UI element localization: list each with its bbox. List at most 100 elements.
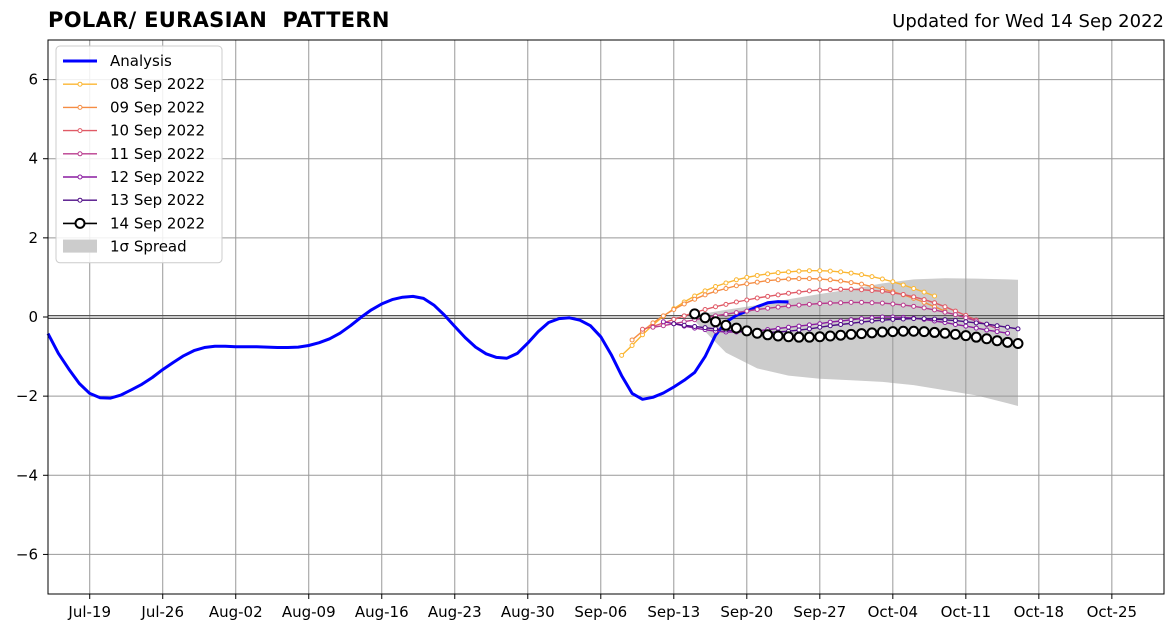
- forecast-point: [848, 286, 854, 292]
- x-tick-label: Jul-26: [140, 603, 184, 621]
- forecast-point: [1015, 326, 1021, 332]
- forecast-point: [765, 278, 771, 284]
- forecast-point: [806, 326, 812, 332]
- forecast-point: [796, 276, 802, 282]
- forecast-point: [710, 316, 722, 328]
- x-tick-label: Oct-04: [868, 603, 918, 621]
- forecast-point: [932, 293, 938, 299]
- forecast-point: [963, 319, 969, 325]
- legend-label: 08 Sep 2022: [110, 75, 205, 93]
- forecast-point: [754, 272, 760, 278]
- forecast-point: [775, 277, 781, 283]
- forecast-point: [994, 323, 1000, 329]
- forecast-point: [911, 316, 917, 322]
- forecast-point: [671, 316, 677, 322]
- forecast-point: [671, 321, 677, 327]
- forecast-point: [887, 326, 899, 338]
- x-tick-label: Oct-18: [1014, 603, 1064, 621]
- forecast-point: [733, 299, 739, 305]
- forecast-point: [741, 325, 753, 337]
- forecast-point: [681, 313, 687, 319]
- forecast-point: [835, 329, 847, 341]
- forecast-point: [900, 282, 906, 288]
- legend-label: 10 Sep 2022: [110, 122, 205, 140]
- forecast-point: [744, 274, 750, 280]
- forecast-point: [900, 316, 906, 322]
- forecast-point: [942, 309, 948, 315]
- forecast-point: [911, 286, 917, 292]
- chart-title: POLAR/ EURASIAN PATTERN: [48, 8, 390, 32]
- forecast-point: [921, 289, 927, 295]
- forecast-point: [713, 304, 719, 310]
- forecast-point: [713, 288, 719, 294]
- forecast-point: [827, 323, 833, 329]
- forecast-point: [908, 325, 920, 337]
- forecast-point: [786, 276, 792, 282]
- forecast-point: [786, 290, 792, 296]
- x-tick-label: Oct-11: [941, 603, 991, 621]
- forecast-point: [952, 312, 958, 318]
- forecast-point: [890, 316, 896, 322]
- forecast-point: [817, 324, 823, 330]
- forecast-point: [859, 299, 865, 305]
- forecast-point: [817, 276, 823, 282]
- forecast-point: [827, 268, 833, 274]
- forecast-point: [890, 290, 896, 296]
- forecast-point: [733, 283, 739, 289]
- forecast-point: [991, 335, 1003, 347]
- y-tick-label: 4: [28, 150, 38, 168]
- x-tick-label: Aug-02: [209, 603, 263, 621]
- forecast-point: [932, 300, 938, 306]
- forecast-point: [730, 322, 742, 334]
- forecast-point: [765, 305, 771, 311]
- forecast-point: [859, 272, 865, 278]
- forecast-point: [921, 316, 927, 322]
- forecast-point: [838, 300, 844, 306]
- forecast-point: [702, 325, 708, 331]
- forecast-point: [660, 323, 666, 329]
- forecast-point: [806, 322, 812, 328]
- legend-label: 09 Sep 2022: [110, 98, 205, 116]
- forecast-point: [702, 306, 708, 312]
- y-tick-label: −2: [16, 387, 38, 405]
- forecast-point: [786, 303, 792, 309]
- legend-marker-spread: [63, 239, 97, 253]
- forecast-point: [827, 287, 833, 293]
- x-tick-label: Aug-09: [282, 603, 336, 621]
- legend-marker-point: [77, 174, 83, 180]
- forecast-point: [702, 288, 708, 294]
- forecast-point: [879, 317, 885, 323]
- forecast-point: [911, 303, 917, 309]
- forecast-point: [932, 307, 938, 313]
- forecast-point: [660, 313, 666, 319]
- forecast-point: [952, 322, 958, 328]
- forecast-point: [859, 319, 865, 325]
- forecast-point: [629, 342, 635, 348]
- forecast-point: [900, 291, 906, 297]
- forecast-point: [796, 302, 802, 308]
- forecast-point: [713, 284, 719, 290]
- forecast-point: [723, 301, 729, 307]
- forecast-point: [939, 327, 951, 339]
- forecast-point: [629, 337, 635, 343]
- forecast-point: [963, 315, 969, 321]
- forecast-point: [796, 289, 802, 295]
- forecast-point: [900, 302, 906, 308]
- forecast-point: [775, 304, 781, 310]
- legend-marker-point: [77, 81, 83, 87]
- forecast-point: [640, 326, 646, 332]
- legend-marker-point: [77, 104, 83, 110]
- legend-label: Analysis: [110, 52, 172, 70]
- forecast-point: [848, 320, 854, 326]
- forecast-point: [751, 327, 763, 339]
- forecast-point: [681, 322, 687, 328]
- forecast-point: [984, 321, 990, 327]
- forecast-point: [681, 301, 687, 307]
- forecast-point: [817, 287, 823, 293]
- legend-box: [55, 45, 223, 264]
- forecast-point: [890, 279, 896, 285]
- forecast-point: [942, 304, 948, 310]
- legend: Analysis 08 Sep 2022 09 Sep 2022 10 Sep 202…: [55, 45, 223, 264]
- forecast-point: [754, 279, 760, 285]
